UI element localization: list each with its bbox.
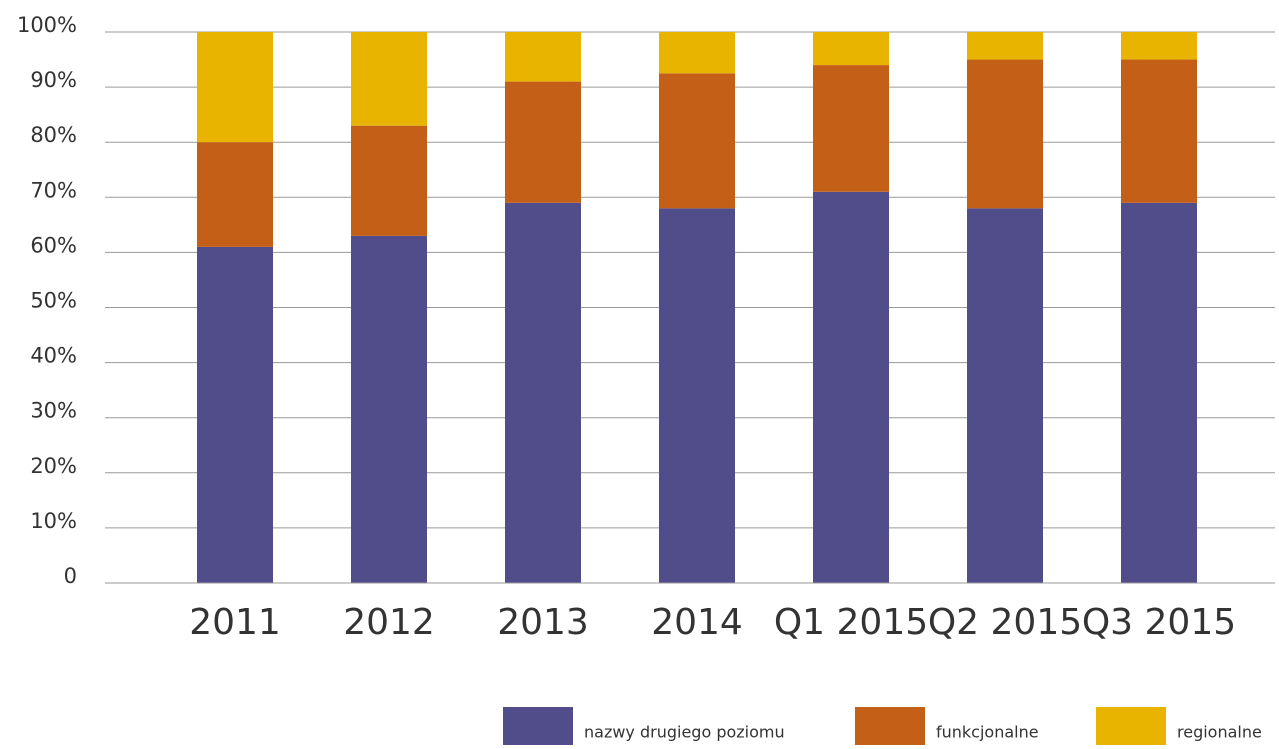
bar-segment: [197, 246, 273, 583]
x-tick-label: 2014: [651, 602, 743, 643]
legend-label: nazwy drugiego poziomu: [584, 723, 785, 742]
y-tick-label: 90%: [30, 68, 77, 92]
y-tick-label: 10%: [30, 509, 77, 533]
bar-segment: [813, 191, 889, 584]
bar-segment: [351, 125, 427, 236]
x-tick-label: 2013: [497, 602, 589, 643]
bar-segment: [505, 202, 581, 583]
bar-segment: [351, 32, 427, 126]
x-tick-label: Q1 2015: [774, 602, 928, 643]
y-tick-label: 100%: [17, 13, 77, 37]
bar-segment: [197, 142, 273, 247]
legend-swatch: [503, 707, 573, 745]
bar-segment: [813, 65, 889, 192]
bar-segment: [967, 208, 1043, 583]
x-tick-label: Q3 2015: [1082, 602, 1236, 643]
y-tick-label: 50%: [30, 289, 77, 313]
y-tick-label: 30%: [30, 399, 77, 423]
bar-segment: [1121, 202, 1197, 583]
bar-segment: [967, 59, 1043, 209]
x-tick-label: Q2 2015: [928, 602, 1082, 643]
bar-segment: [505, 32, 581, 82]
bar-segment: [197, 32, 273, 143]
bar-segment: [813, 32, 889, 66]
legend-swatch: [1096, 707, 1166, 745]
legend-swatch: [855, 707, 925, 745]
x-tick-label: 2012: [343, 602, 435, 643]
y-tick-label: 80%: [30, 123, 77, 147]
x-tick-label: 2011: [189, 602, 281, 643]
y-tick-label: 40%: [30, 344, 77, 368]
bar-segment: [505, 81, 581, 203]
bar-segment: [351, 235, 427, 583]
y-tick-label: 20%: [30, 454, 77, 478]
bar-segment: [659, 73, 735, 209]
y-tick-label: 70%: [30, 178, 77, 202]
y-tick-label: 0: [64, 564, 77, 588]
legend-label: funkcjonalne: [936, 723, 1039, 742]
bar-segment: [1121, 59, 1197, 203]
bar-segment: [967, 32, 1043, 60]
legend-label: regionalne: [1177, 723, 1262, 742]
y-tick-label: 60%: [30, 233, 77, 257]
bar-segment: [659, 208, 735, 583]
bar-segment: [659, 32, 735, 74]
bar-segment: [1121, 32, 1197, 60]
